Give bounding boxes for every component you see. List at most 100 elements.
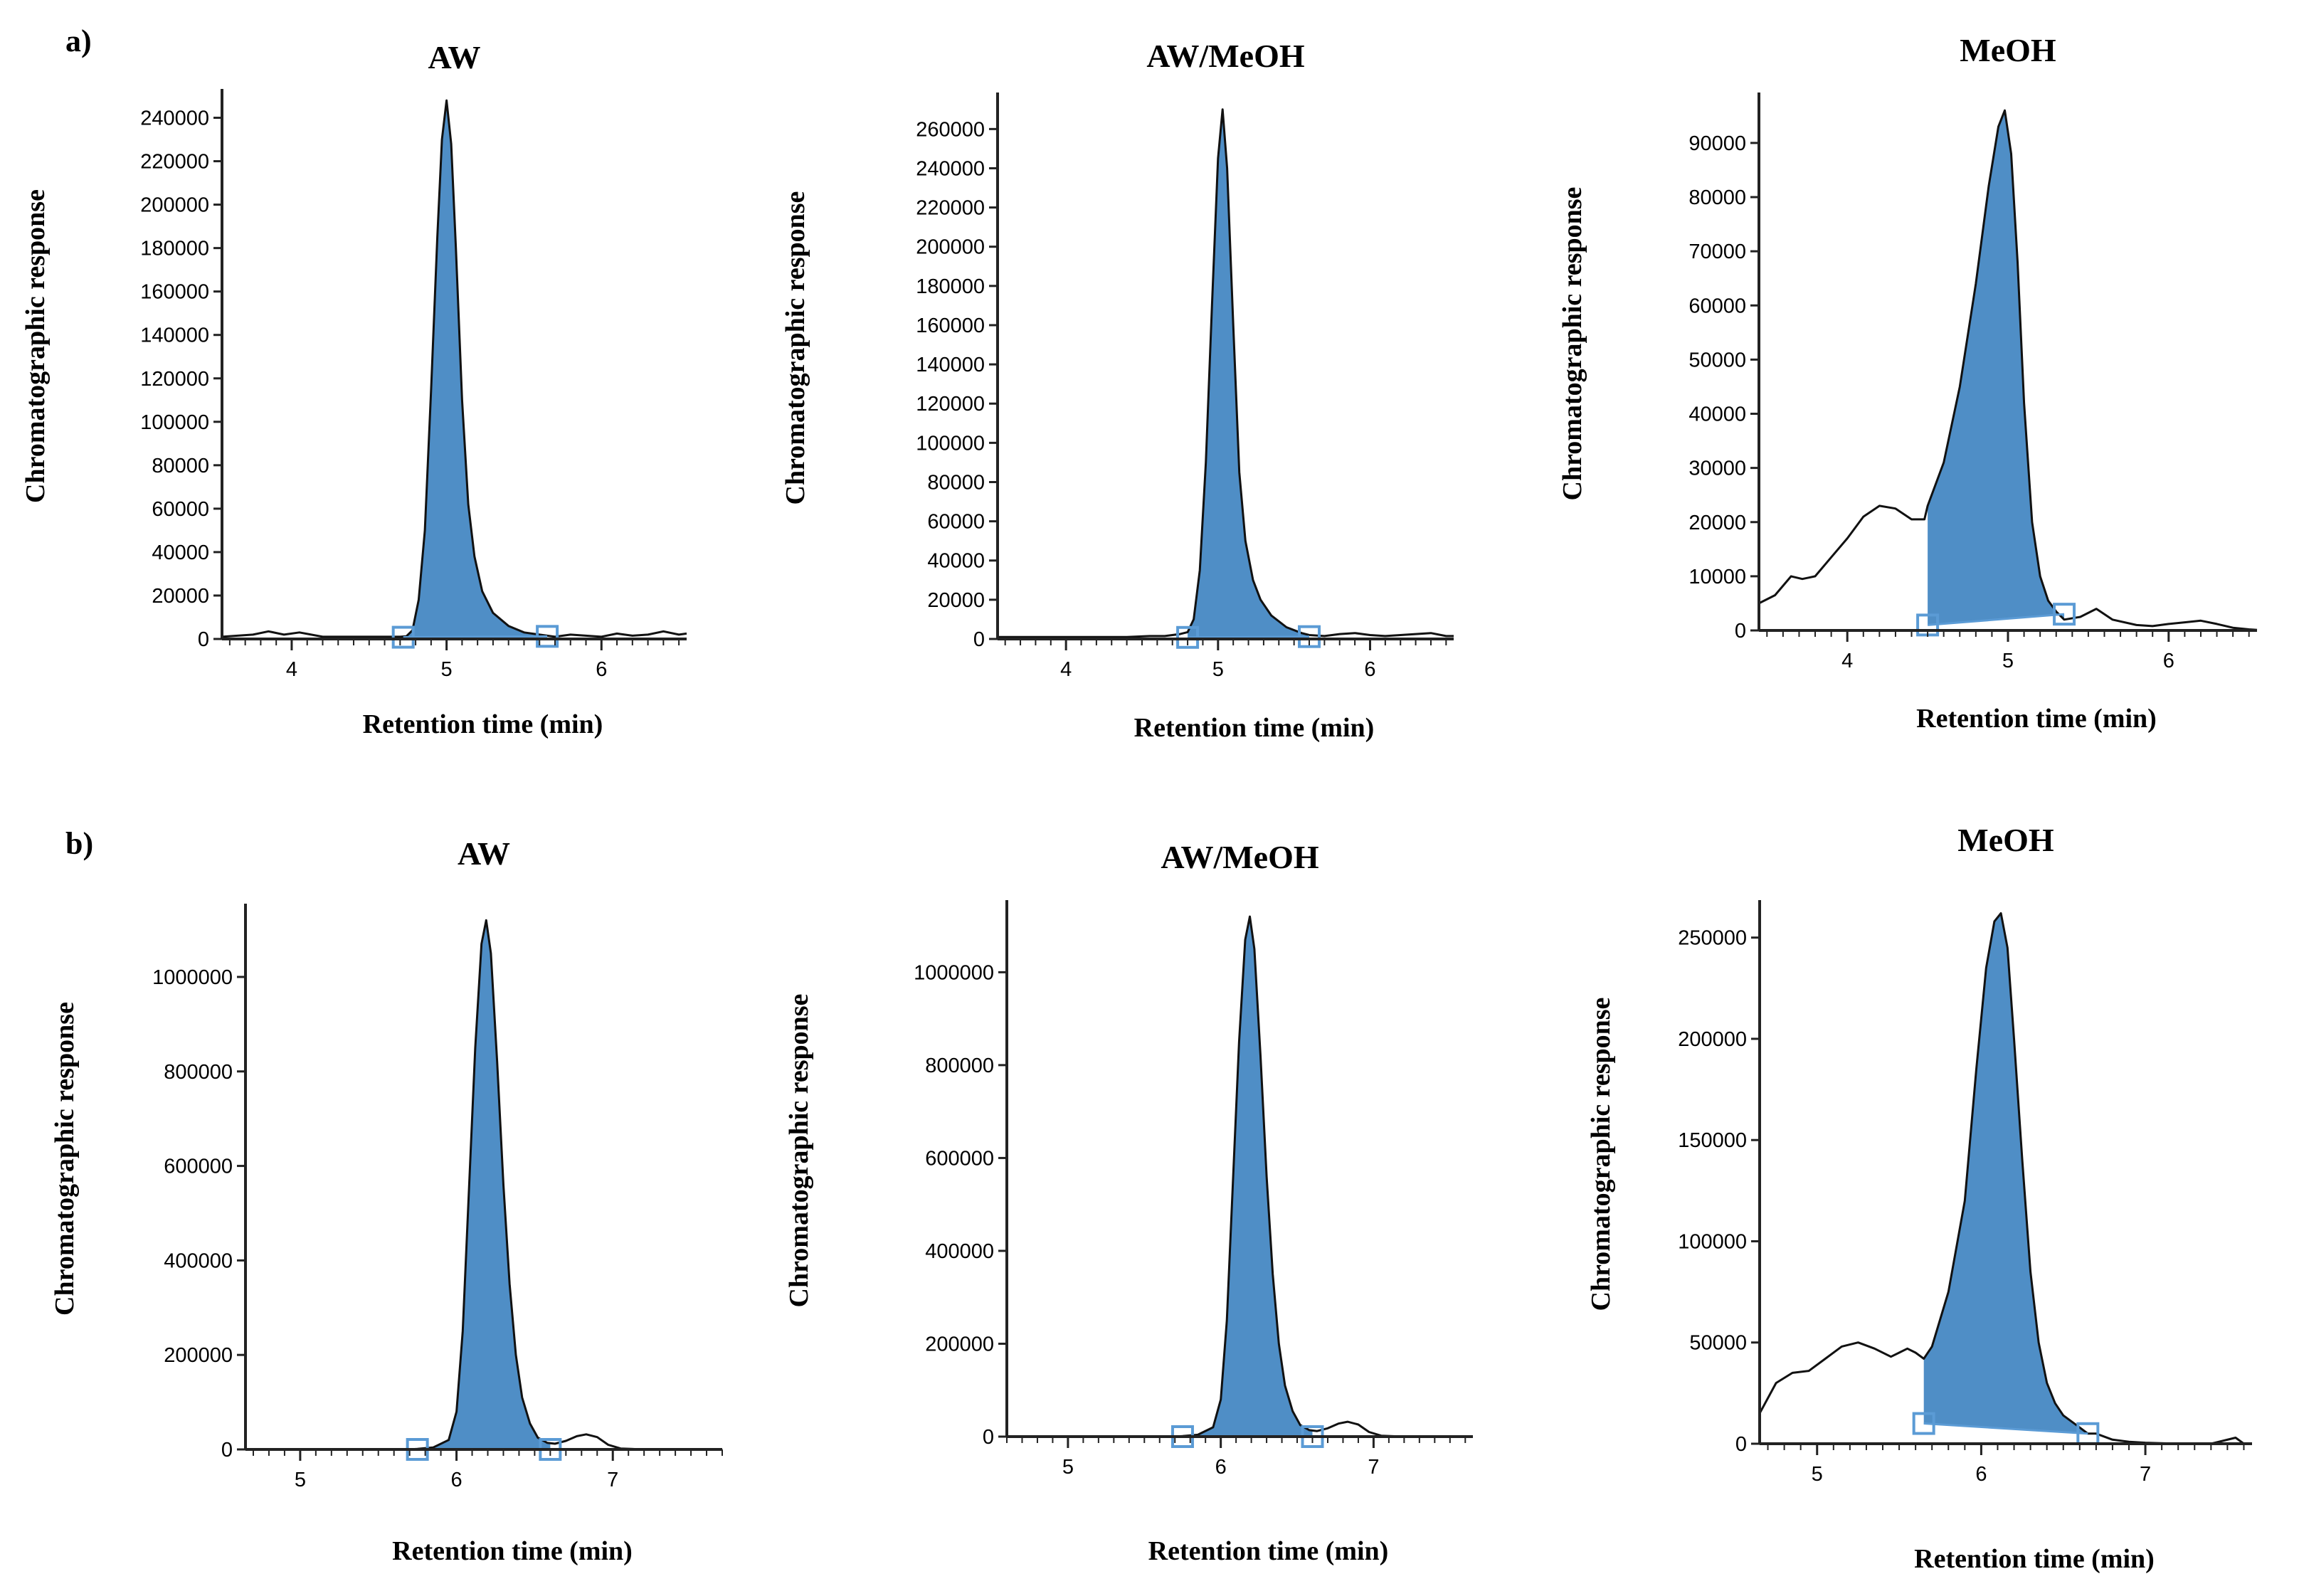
x-tick-label: 4 — [1841, 650, 1853, 672]
x-tick-label: 6 — [1364, 658, 1375, 681]
peak-area — [403, 100, 548, 638]
y-tick-label: 100000 — [1678, 1230, 1747, 1253]
y-tick-label: 50000 — [1689, 1332, 1747, 1355]
x-tick-label: 5 — [1062, 1456, 1074, 1479]
y-tick-label: 140000 — [916, 354, 985, 376]
y-tick-label: 240000 — [916, 157, 985, 180]
y-tick-label: 70000 — [1688, 241, 1746, 263]
peak-area — [417, 920, 551, 1449]
chart-2: 0 20000 40000 60000 80000 100000 120000 140000 1… — [781, 38, 1454, 743]
y-axis-label: Chromatographic response — [781, 191, 810, 505]
x-tick-label: 6 — [1975, 1463, 1987, 1486]
x-tick-label: 6 — [1215, 1456, 1227, 1479]
y-tick-label: 150000 — [1678, 1129, 1747, 1152]
chart-title: AW/MeOH — [1146, 38, 1305, 74]
y-tick-label: 40000 — [927, 550, 985, 573]
y-tick-label: 0 — [1735, 620, 1746, 643]
chart-title: AW — [428, 39, 480, 75]
x-tick-label: 7 — [607, 1469, 618, 1491]
integration-end-marker — [2053, 603, 2076, 626]
x-tick-label: 5 — [2002, 650, 2014, 672]
y-tick-label: 160000 — [916, 315, 985, 337]
y-axis-label: Chromatographic response — [1586, 998, 1616, 1311]
panel-label-b: b) — [65, 826, 93, 861]
y-axis-label: Chromatographic response — [21, 189, 51, 503]
y-tick-label: 60000 — [152, 498, 209, 521]
chart-4: 0 200000 400000 600000 800000 1000000 5 6 7 AW Ret… — [50, 835, 723, 1566]
x-tick-label: 6 — [450, 1469, 462, 1491]
integration-baseline — [403, 635, 548, 639]
panel-label-a: a) — [65, 23, 92, 58]
x-axis-label: Retention time (min) — [363, 709, 603, 739]
y-tick-label: 30000 — [1688, 458, 1746, 480]
y-tick-label: 800000 — [164, 1061, 233, 1084]
y-tick-label: 200000 — [140, 194, 209, 217]
y-tick-label: 600000 — [164, 1156, 233, 1178]
y-tick-label: 180000 — [916, 275, 985, 298]
y-axis-label: Chromatographic response — [50, 1002, 80, 1316]
y-tick-label: 10000 — [1688, 566, 1746, 588]
chart-grid: 0200004000060000800001000001200001400001… — [21, 32, 2258, 1574]
integration-end-marker — [1298, 625, 1321, 648]
signal-line — [998, 108, 1454, 638]
signal-line — [245, 919, 722, 1451]
x-tick-label: 4 — [286, 658, 297, 681]
x-axis-label: Retention time (min) — [1916, 704, 2157, 734]
chart-5: 0 200000 400000 600000 800000 1000000 5 6 7 AW/Me… — [784, 839, 1473, 1566]
y-tick-label: 100000 — [140, 411, 209, 434]
x-axis-label: Retention time (min) — [1914, 1544, 2155, 1574]
peak-area — [1923, 913, 2088, 1434]
y-tick-label: 0 — [1735, 1433, 1747, 1456]
x-axis-label: Retention time (min) — [1148, 1536, 1389, 1566]
y-tick-label: 240000 — [140, 107, 209, 130]
chart-title: AW — [458, 835, 510, 872]
x-axis-label: Retention time (min) — [1134, 713, 1375, 743]
integration-start-marker — [1912, 1412, 1935, 1435]
peak-area — [1188, 109, 1309, 638]
x-tick-label: 7 — [2140, 1463, 2151, 1486]
y-tick-label: 40000 — [152, 541, 209, 564]
integration-start-marker — [1176, 625, 1200, 649]
y-tick-label: 1000000 — [914, 961, 994, 984]
chart-title: AW/MeOH — [1161, 839, 1319, 875]
signal-line — [1758, 912, 2252, 1445]
y-tick-label: 200000 — [164, 1344, 233, 1367]
signal-line — [1007, 915, 1473, 1438]
y-tick-label: 100000 — [916, 432, 985, 455]
y-tick-label: 0 — [983, 1426, 994, 1449]
y-tick-label: 400000 — [925, 1240, 994, 1263]
chart-1: 0 20000 40000 60000 80000 100000 120000 140000 1… — [21, 39, 687, 739]
y-tick-label: 80000 — [152, 455, 209, 477]
chart-title: MeOH — [1957, 822, 2054, 858]
integration-baseline — [1923, 1422, 2088, 1435]
y-tick-label: 120000 — [140, 368, 209, 391]
y-tick-label: 120000 — [916, 393, 985, 416]
y-tick-label: 140000 — [140, 324, 209, 347]
y-tick-label: 220000 — [916, 197, 985, 220]
y-tick-label: 80000 — [927, 471, 985, 494]
y-tick-label: 20000 — [1688, 512, 1746, 534]
y-tick-label: 0 — [198, 628, 209, 651]
x-axis-label: Retention time (min) — [392, 1536, 633, 1566]
chart-3: 0 10000 20000 30000 40000 50000 60000 70000 8000… — [1558, 32, 2258, 734]
integration-baseline — [1927, 613, 2065, 626]
y-tick-label: 260000 — [916, 118, 985, 141]
y-tick-label: 0 — [973, 628, 985, 651]
y-tick-label: 90000 — [1688, 132, 1746, 155]
y-tick-label: 220000 — [140, 151, 209, 174]
y-tick-label: 400000 — [164, 1249, 233, 1272]
y-tick-label: 60000 — [927, 511, 985, 534]
y-tick-label: 60000 — [1688, 295, 1746, 317]
chart-title: MeOH — [1960, 32, 2056, 68]
y-tick-label: 250000 — [1678, 927, 1747, 950]
y-tick-label: 200000 — [925, 1333, 994, 1355]
integration-end-marker — [536, 625, 559, 648]
chart-6: 0 50000 100000 150000 200000 250000 5 6 7 MeOH Ret… — [1586, 822, 2252, 1574]
y-tick-label: 50000 — [1688, 349, 1746, 371]
y-tick-label: 20000 — [927, 589, 985, 612]
signal-line — [1758, 109, 2258, 631]
y-tick-label: 20000 — [152, 585, 209, 608]
y-tick-label: 200000 — [1678, 1028, 1747, 1051]
x-tick-label: 7 — [1368, 1456, 1379, 1479]
peak-area — [1928, 110, 2064, 625]
